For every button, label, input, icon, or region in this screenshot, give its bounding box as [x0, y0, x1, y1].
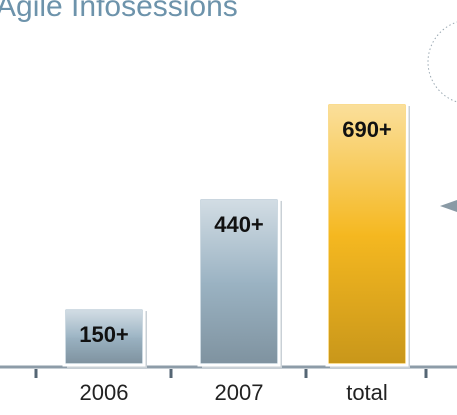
- bar-depth: [201, 281, 277, 363]
- value-label: 690+: [342, 117, 392, 142]
- value-label: 150+: [79, 322, 129, 347]
- x-tick-label: 2006: [80, 380, 129, 405]
- chart: Agile Infosessions 150+ 2006 440+ 2007 690+ t…: [0, 0, 457, 415]
- value-label: 440+: [214, 212, 264, 237]
- x-tick-label: total: [346, 380, 388, 405]
- decor-circle: [428, 20, 457, 104]
- chart-title: Agile Infosessions: [0, 0, 238, 23]
- axis-ticks: [36, 369, 426, 378]
- decor-arrow: [440, 200, 457, 212]
- x-tick-label: 2007: [215, 380, 264, 405]
- bar-depth: [329, 234, 405, 363]
